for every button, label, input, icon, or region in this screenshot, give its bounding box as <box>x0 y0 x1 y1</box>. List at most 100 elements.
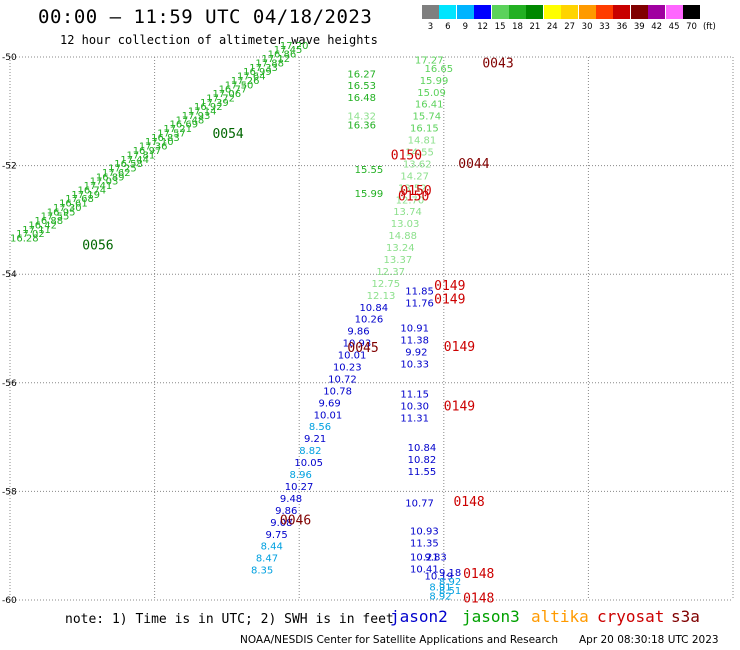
y-tick-label: -60 <box>2 596 17 605</box>
wave-height-label: 14.81 <box>408 136 437 147</box>
wave-height-label: 17.93 <box>182 111 211 122</box>
wave-height-label: 9.92 <box>405 347 427 358</box>
wave-height-label: 10.91 <box>400 323 429 334</box>
wave-height-label: 9.08 <box>270 518 292 529</box>
color-scale-swatch <box>665 5 683 19</box>
color-scale-label: 36 <box>616 22 628 32</box>
wave-height-label: 9.86 <box>275 506 297 517</box>
wave-height-label: 8.92 <box>439 577 461 588</box>
wave-height-label: 9.75 <box>265 530 287 541</box>
wave-height-label: 14.88 <box>388 231 417 242</box>
color-scale-label: 9 <box>462 22 468 32</box>
wave-height-label: 10.77 <box>405 498 434 509</box>
color-scale-label: 27 <box>564 22 576 32</box>
color-scale-swatch <box>561 5 579 19</box>
track-time-label: 0150 <box>398 189 429 204</box>
wave-height-label: 17.72 <box>206 93 235 104</box>
footer-note: note: 1) Time is in UTC; 2) SWH is in fe… <box>65 612 394 627</box>
color-scale-label: 15 <box>494 22 506 32</box>
wave-height-label: 10.01 <box>338 351 367 362</box>
wave-height-label: 11.55 <box>408 467 437 478</box>
color-scale-label: 33 <box>599 22 610 32</box>
wave-height-label: 16.15 <box>410 124 439 135</box>
wave-height-label: 16.36 <box>347 120 376 131</box>
wave-height-label: 10.01 <box>314 410 343 421</box>
track-time-label: 0148 <box>463 591 494 605</box>
track-time-label: 0147 <box>463 604 494 605</box>
wave-height-label: 10.78 <box>323 386 352 397</box>
wave-height-label: 17.21 <box>163 124 192 135</box>
y-tick-label: -50 <box>2 53 17 63</box>
wave-height-label: 10.27 <box>285 482 314 493</box>
color-scale-swatch <box>491 5 509 19</box>
wave-height-label: 17.39 <box>200 98 229 109</box>
color-scale-swatch <box>439 5 457 19</box>
wave-height-label: 15.99 <box>355 189 384 200</box>
wave-height-label: 9.86 <box>347 327 369 338</box>
wave-height-label: 17.20 <box>280 41 309 52</box>
wave-height-label: 17.03 <box>90 177 119 188</box>
wave-height-label: 14.32 <box>347 112 376 123</box>
wave-height-label: 17.33 <box>249 63 278 74</box>
wave-height-label: 10.84 <box>359 303 388 314</box>
wave-height-label: 16.89 <box>96 172 125 183</box>
wave-height-label: 8.35 <box>251 566 273 577</box>
y-tick-label: -54 <box>2 270 17 280</box>
wave-height-label: 10.84 <box>408 443 437 454</box>
wave-height-label: 17.45 <box>274 45 303 56</box>
wave-height-label: 8.56 <box>309 422 331 433</box>
satellite-label-s3a: s3a <box>671 607 700 626</box>
page-title: 00:00 – 11:59 UTC 04/18/2023 <box>38 6 373 28</box>
wave-height-label: 17.50 <box>225 80 254 91</box>
wave-height-chart: 120123126129132135-50-52-54-56-58-6016.2… <box>2 41 734 605</box>
wave-height-label: 13.37 <box>384 255 413 266</box>
wave-height-label: 16.65 <box>425 64 454 75</box>
wave-height-label: 16.61 <box>59 199 88 210</box>
wave-height-label: 17.57 <box>157 128 186 139</box>
wave-height-label: 17.26 <box>231 76 260 87</box>
wave-height-label: 8.51 <box>439 586 461 597</box>
wave-height-label: 16.92 <box>194 102 223 113</box>
wave-height-label: 11.38 <box>400 335 429 346</box>
wave-height-label: 16.69 <box>169 120 198 131</box>
wave-height-label: 16.53 <box>347 81 376 92</box>
wave-height-label: 15.09 <box>417 88 446 99</box>
color-scale-label: 30 <box>581 22 593 32</box>
wave-height-label: 9.48 <box>280 494 302 505</box>
track-time-label: 0044 <box>458 157 489 172</box>
wave-height-label: 17.68 <box>65 194 94 205</box>
wave-height-label: 14.55 <box>405 147 434 158</box>
wave-height-label: 11.31 <box>400 414 429 425</box>
wave-height-label: 17.06 <box>212 89 241 100</box>
wave-height-label: 11.85 <box>405 286 434 297</box>
color-scale-swatch <box>630 5 648 19</box>
color-scale-swatch <box>683 5 700 19</box>
track-time-label: 0149 <box>434 279 465 294</box>
color-scale-label: 24 <box>546 22 558 32</box>
wave-height-label: 8.47 <box>256 554 278 565</box>
color-scale-swatch <box>474 5 492 19</box>
wave-height-label: 13.03 <box>391 219 420 230</box>
satellite-label-jason2: jason2 <box>390 607 448 626</box>
wave-height-label: 12.13 <box>367 291 396 302</box>
color-scale-label: 18 <box>512 22 523 32</box>
wave-height-label: 9.18 <box>439 568 461 579</box>
color-scale-label: 6 <box>445 22 451 32</box>
wave-height-label: 17.48 <box>176 115 205 126</box>
wave-height-label: 16.83 <box>151 133 180 144</box>
wave-height-label: 8.44 <box>261 542 283 553</box>
wave-height-label: 11.15 <box>400 390 429 401</box>
wave-height-label: 8.82 <box>299 446 321 457</box>
wave-height-label: 11.35 <box>410 538 439 549</box>
color-scale-swatch <box>543 5 561 19</box>
color-scale-label: 3 <box>427 22 434 32</box>
track-time-label: 0046 <box>280 514 311 529</box>
y-tick-label: -56 <box>2 379 17 389</box>
wave-height-label: 10.23 <box>333 363 362 374</box>
wave-height-label: 17.02 <box>16 229 45 240</box>
wave-height-label: 11.76 <box>405 298 434 309</box>
wave-height-label: 16.86 <box>268 50 297 61</box>
color-scale-swatch <box>613 5 631 19</box>
wave-height-label: 17.44 <box>120 155 149 166</box>
track-time-label: 0045 <box>347 341 378 356</box>
